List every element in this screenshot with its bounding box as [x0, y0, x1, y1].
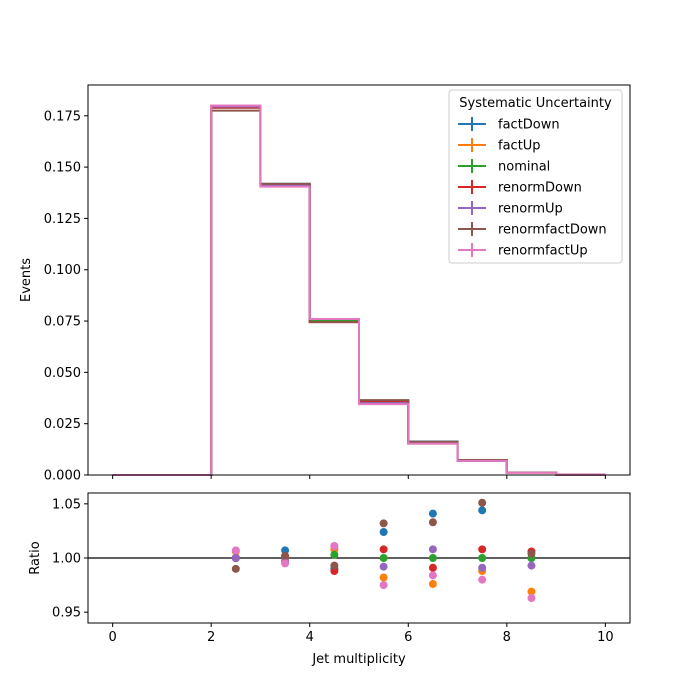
- ratio-panel: 0 2 4 6 8 10 0.95 1.00 1.05 Ratio Jet multiplic…: [28, 492, 631, 667]
- ratio-y-tick-label: 1.00: [52, 552, 81, 567]
- legend-item-renormDown: renormDown: [458, 180, 582, 196]
- main-y-tick-label: 0.100: [44, 263, 81, 278]
- main-y-tick-label: 0.175: [44, 109, 81, 124]
- ratio-x-tick-label: 10: [597, 630, 614, 645]
- ratio-y-tick-label: 0.95: [52, 606, 81, 621]
- ratio-x-tick-label: 8: [503, 630, 511, 645]
- legend-item-nominal: nominal: [458, 159, 550, 175]
- main-panel: 0.000 0.025 0.050 0.075 0.100 0.125 0.150 0.175…: [19, 84, 631, 484]
- ratio-point-factUp: [527, 587, 536, 596]
- ratio-x-tick-label: 0: [108, 630, 116, 645]
- legend-item-renormUp: renormUp: [458, 201, 563, 217]
- ratio-point-renormDown: [379, 545, 388, 554]
- main-y-tick-label: 0.025: [44, 417, 81, 432]
- ratio-point-nominal: [379, 554, 388, 562]
- main-y-ticks: 0.000 0.025 0.050 0.075 0.100 0.125 0.150 0.175: [44, 109, 88, 484]
- ratio-point-factDown: [428, 509, 437, 518]
- ratio-point-renormfactDown: [478, 498, 487, 507]
- ratio-points-group: [231, 498, 536, 603]
- main-y-axis-title: Events: [19, 258, 34, 302]
- main-y-tick-label: 0.150: [44, 161, 81, 176]
- legend: Systematic Uncertainty factDown factUp nom…: [448, 89, 623, 264]
- main-y-tick-label: 0.000: [44, 469, 81, 484]
- ratio-y-ticks: 0.95 1.00 1.05: [52, 497, 88, 621]
- x-axis-title: Jet multiplicity: [311, 652, 406, 667]
- ratio-point-renormUp: [478, 563, 487, 572]
- ratio-y-axis-title: Ratio: [28, 541, 43, 574]
- legend-label: renormfactDown: [498, 223, 607, 238]
- legend-label: nominal: [498, 160, 550, 175]
- legend-item-factUp: factUp: [458, 138, 541, 154]
- ratio-point-nominal: [478, 554, 487, 562]
- main-plot-frame: [87, 84, 631, 476]
- ratio-point-factDown: [478, 506, 487, 515]
- ratio-point-renormfactUp: [478, 575, 487, 584]
- ratio-point-renormfactDown: [379, 519, 388, 528]
- legend-label: renormUp: [498, 202, 563, 217]
- ratio-point-renormUp: [379, 562, 388, 571]
- ratio-point-renormUp: [527, 561, 536, 570]
- ratio-point-renormUp: [428, 545, 437, 554]
- main-y-tick-label: 0.125: [44, 212, 81, 227]
- ratio-point-renormfactDown: [428, 518, 437, 527]
- legend-label: renormDown: [498, 181, 582, 196]
- legend-label: factDown: [498, 118, 560, 133]
- legend-label: factUp: [498, 139, 541, 154]
- main-y-tick-label: 0.050: [44, 366, 81, 381]
- ratio-point-factUp: [428, 580, 437, 588]
- ratio-point-renormfactUp: [330, 542, 339, 551]
- ratio-point-renormfactDown: [527, 549, 536, 558]
- ratio-x-tick-label: 6: [404, 630, 412, 645]
- ratio-point-renormDown: [478, 545, 487, 554]
- ratio-point-renormUp: [231, 554, 240, 562]
- main-series-group: [112, 104, 606, 476]
- ratio-point-renormfactUp: [281, 559, 290, 568]
- ratio-point-renormfactUp: [428, 571, 437, 580]
- ratio-point-renormfactDown: [281, 551, 290, 560]
- ratio-x-tick-label: 2: [207, 630, 215, 645]
- ratio-point-renormfactDown: [330, 561, 339, 570]
- ratio-x-ticks: 0 2 4 6 8 10: [108, 623, 614, 645]
- legend-title: Systematic Uncertainty: [459, 96, 612, 111]
- ratio-point-renormfactUp: [231, 546, 240, 555]
- ratio-point-renormDown: [428, 563, 437, 572]
- ratio-point-factUp: [379, 573, 388, 582]
- main-y-tick-label: 0.075: [44, 315, 81, 330]
- ratio-point-nominal: [428, 554, 437, 562]
- legend-item-factDown: factDown: [458, 117, 560, 133]
- main-x-ticks: [112, 475, 606, 479]
- ratio-y-tick-label: 1.05: [52, 497, 81, 512]
- legend-items: factDown factUp nominal renormDown renormUp r…: [458, 117, 607, 259]
- ratio-x-tick-label: 4: [306, 630, 314, 645]
- ratio-point-nominal: [330, 550, 339, 559]
- legend-box: [448, 89, 623, 264]
- histogram-line-renormfactUp: [112, 104, 606, 476]
- legend-label: renormfactUp: [498, 244, 588, 259]
- ratio-point-factDown: [379, 528, 388, 536]
- legend-item-renormfactDown: renormfactDown: [458, 222, 607, 238]
- ratio-point-renormfactDown: [231, 564, 240, 573]
- ratio-point-renormfactUp: [527, 594, 536, 603]
- ratio-point-renormfactUp: [379, 581, 388, 590]
- legend-item-renormfactUp: renormfactUp: [458, 243, 588, 259]
